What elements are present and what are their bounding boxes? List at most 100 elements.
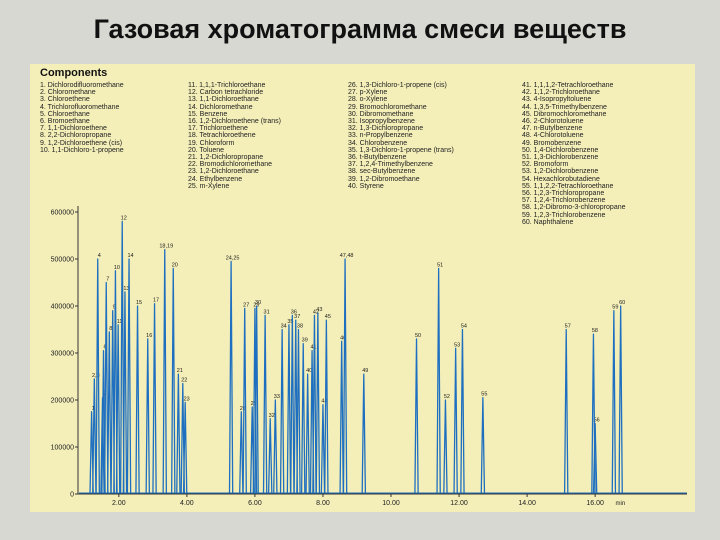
component-item: 32. 1,3-Dichloropropane bbox=[348, 125, 424, 133]
peak-2,3 bbox=[92, 378, 97, 494]
peak-label: 55 bbox=[481, 392, 487, 398]
peak-label: 32 bbox=[269, 413, 275, 419]
x-axis-label: min bbox=[616, 501, 626, 507]
peak-42 bbox=[312, 314, 317, 494]
y-tick-label: 100000 bbox=[51, 445, 74, 452]
component-item: 16. 1,2-Dichloroethene (trans) bbox=[188, 118, 281, 125]
peak-label: 49 bbox=[362, 368, 368, 374]
peak-label: 42 bbox=[313, 309, 319, 315]
peak-label: 6 bbox=[103, 345, 106, 351]
peak-label: 11 bbox=[117, 319, 123, 325]
peak-55 bbox=[480, 397, 486, 494]
peak-label: 21 bbox=[177, 368, 183, 374]
peak-label: 27 bbox=[243, 302, 249, 308]
peak-label: 45 bbox=[325, 314, 331, 320]
peak-label: 20 bbox=[172, 262, 178, 268]
peak-label: 23 bbox=[184, 396, 190, 402]
peak-11 bbox=[115, 324, 121, 494]
peak-label: 46 bbox=[340, 335, 346, 341]
peak-label: 47,48 bbox=[340, 253, 354, 259]
peak-12 bbox=[119, 220, 125, 494]
y-tick-label: 400000 bbox=[51, 304, 74, 311]
component-item: 26. 1,3-Dichloro-1-propene (cis) bbox=[348, 82, 447, 89]
peak-label: 38 bbox=[297, 324, 303, 330]
component-item: 17. Trichloroethene bbox=[188, 125, 248, 133]
peak-label: 56 bbox=[594, 418, 600, 424]
component-item: 37. 1,2,4-Trimethylbenzene bbox=[348, 161, 433, 169]
peak-label: 39 bbox=[302, 338, 308, 344]
chromatogram-chart: 0 100000 200000 300000 400000 500000 600000 2.0… bbox=[51, 206, 687, 507]
peak-14 bbox=[126, 258, 132, 494]
component-item: 53. 1,2-Dichlorobenzene bbox=[522, 168, 599, 176]
component-item: 28. o-Xylene bbox=[348, 96, 388, 104]
peak-label: 18,19 bbox=[159, 244, 173, 250]
peak-label: 37 bbox=[294, 314, 300, 320]
peak-label: 29 bbox=[253, 302, 259, 308]
component-item: 42. 1,1,2-Trichloroethane bbox=[522, 89, 600, 97]
component-item: 38. sec-Butylbenzene bbox=[348, 168, 416, 176]
peak-16 bbox=[145, 338, 150, 494]
component-item: 20. Toluene bbox=[188, 146, 225, 154]
peak-label: 54 bbox=[461, 324, 467, 330]
peak-10 bbox=[113, 270, 118, 494]
peak-label: 40 bbox=[306, 368, 312, 374]
peak-52 bbox=[443, 399, 448, 494]
component-item: 51. 1,3-Dichlorobenzene bbox=[522, 154, 599, 161]
peak-27 bbox=[242, 307, 247, 494]
peak-59 bbox=[611, 310, 617, 494]
peak-35 bbox=[286, 324, 292, 494]
component-item: 52. Bromoform bbox=[522, 161, 569, 169]
y-tick-label: 300000 bbox=[51, 351, 74, 358]
peak-label: 52 bbox=[444, 394, 450, 400]
component-item: 46. 2-Chlorotoluene bbox=[522, 118, 584, 125]
component-item: 29. Bromochloromethane bbox=[348, 103, 427, 111]
peak-8 bbox=[107, 331, 112, 494]
peak-26 bbox=[239, 411, 244, 494]
x-tick-label: 16.00 bbox=[586, 500, 604, 507]
x-tick-label: 6.00 bbox=[248, 500, 262, 507]
x-tick-label: 8.00 bbox=[316, 500, 330, 507]
peak-label: 9 bbox=[113, 305, 116, 311]
peak-label: 14 bbox=[127, 253, 133, 259]
peak-label: 1 bbox=[92, 406, 95, 412]
component-item: 18. Tetrachloroethene bbox=[188, 132, 256, 140]
peak-4 bbox=[95, 258, 100, 494]
peak-43 bbox=[315, 312, 321, 494]
component-item: 24. Ethylbenzene bbox=[188, 175, 243, 183]
peak-20 bbox=[171, 267, 176, 494]
component-item: 2. Chloromethane bbox=[40, 89, 96, 97]
y-tick-label: 600000 bbox=[51, 210, 74, 217]
peak-15 bbox=[135, 305, 140, 494]
peak-label: 17 bbox=[153, 298, 159, 304]
component-item: 3. Chloroethene bbox=[40, 96, 90, 104]
peak-label: 58 bbox=[592, 328, 598, 334]
components-heading: Components bbox=[40, 67, 108, 79]
component-item: 22. Bromodichloromethane bbox=[188, 161, 273, 169]
component-item: 50. 1,4-Dichlorobenzene bbox=[522, 146, 599, 154]
peak-34 bbox=[279, 328, 285, 494]
component-item: 35. 1,3-Dichloro-1-propene (trans) bbox=[348, 146, 454, 154]
peak-38 bbox=[296, 328, 301, 494]
component-item: 45. Dibromochloromethane bbox=[522, 110, 607, 118]
slide-title: Газовая хроматограмма смеси веществ bbox=[93, 14, 627, 44]
component-item: 36. t-Butylbenzene bbox=[348, 154, 407, 161]
x-tick-label: 4.00 bbox=[180, 500, 194, 507]
component-item: 58. 1,2-Dibromo-3-chloropropane bbox=[522, 204, 626, 212]
peak-60 bbox=[618, 305, 623, 494]
peak-30 bbox=[254, 305, 259, 494]
peak-31 bbox=[262, 314, 268, 494]
peak-label: 33 bbox=[274, 394, 280, 400]
peak-label: 31 bbox=[264, 309, 270, 315]
peak-32 bbox=[267, 418, 273, 494]
component-item: 56. 1,2,3-Trichloropropane bbox=[522, 190, 605, 197]
peak-53 bbox=[453, 347, 458, 494]
peak-44 bbox=[320, 404, 326, 494]
component-item: 7. 1,1-Dichloroethene bbox=[40, 125, 107, 133]
component-item: 39. 1,2-Dibromoethane bbox=[348, 175, 420, 183]
peak-label: 53 bbox=[454, 342, 460, 348]
peak-47,48 bbox=[342, 258, 348, 494]
x-tick-label: 12.00 bbox=[450, 500, 468, 507]
peak-label: 59 bbox=[612, 305, 618, 311]
peak-17 bbox=[152, 303, 157, 494]
peak-label: 22 bbox=[181, 378, 187, 384]
